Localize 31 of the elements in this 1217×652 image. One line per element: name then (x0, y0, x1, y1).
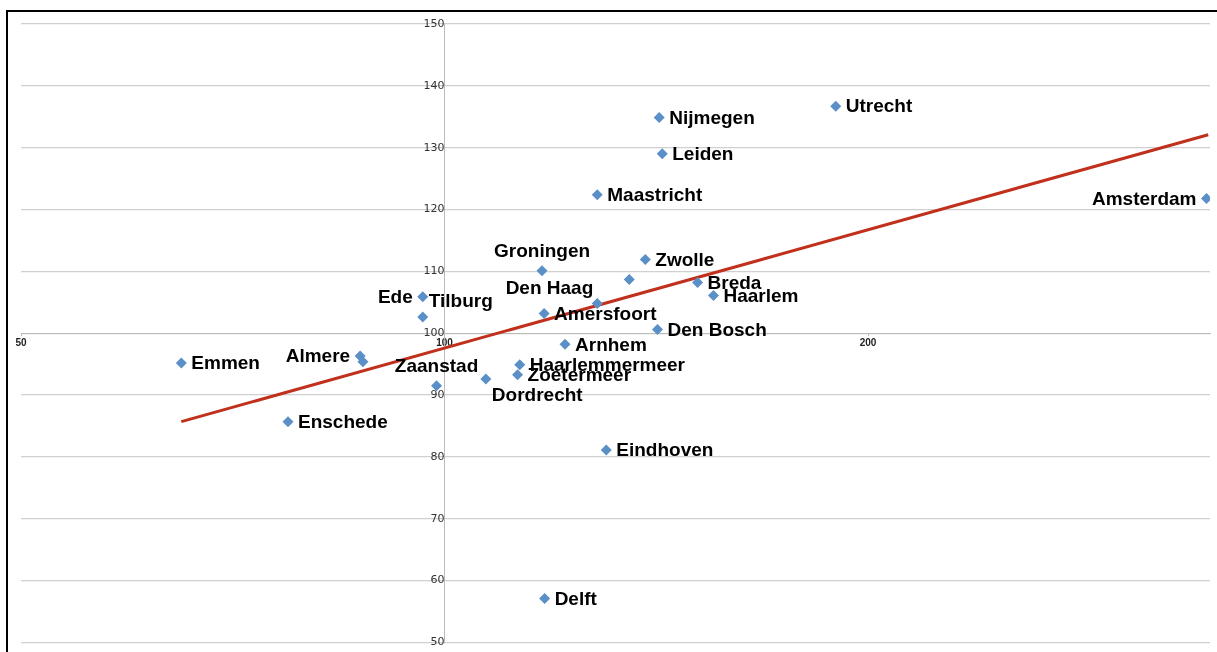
y-tick-label: 50 (430, 635, 445, 649)
annotation: Amsterdam (1091, 187, 1197, 209)
annotation: Maastricht (607, 183, 703, 205)
annotation: Almere (285, 345, 351, 367)
x-tick-label: 200 (859, 336, 877, 348)
y-tick-label: 110 (423, 264, 445, 278)
x-tick-label: 50 (15, 336, 27, 348)
y-tick-label: 130 (423, 140, 445, 154)
y-tick-label: 80 (430, 449, 445, 463)
annotation: Dordrecht (491, 384, 584, 406)
annotation: Utrecht (845, 95, 913, 117)
y-tick-label: 90 (430, 387, 445, 401)
y-tick-label: 120 (423, 202, 445, 216)
annotation: Zwolle (655, 248, 715, 270)
annotation: Emmen (191, 352, 260, 374)
y-tick-label: 140 (423, 78, 445, 92)
annotation: Ede (377, 285, 413, 307)
annotation: Delft (554, 587, 598, 609)
annotation: Den Bosch (667, 318, 767, 340)
annotation: Leiden (672, 143, 734, 165)
annotation: Zaanstad (394, 355, 479, 376)
annotation: Groningen (494, 239, 591, 261)
annotation: Arnhem (575, 333, 647, 355)
annotation: Nijmegen (669, 106, 755, 128)
y-tick-label: 60 (430, 573, 445, 587)
annotation: Tilburg (428, 290, 493, 312)
y-tick-label: 150 (423, 16, 445, 30)
annotation: Enschede (298, 410, 388, 432)
annotation: Den Haag (505, 276, 594, 298)
y-tick-label: 70 (430, 511, 445, 525)
annotation: Eindhoven (616, 439, 714, 461)
